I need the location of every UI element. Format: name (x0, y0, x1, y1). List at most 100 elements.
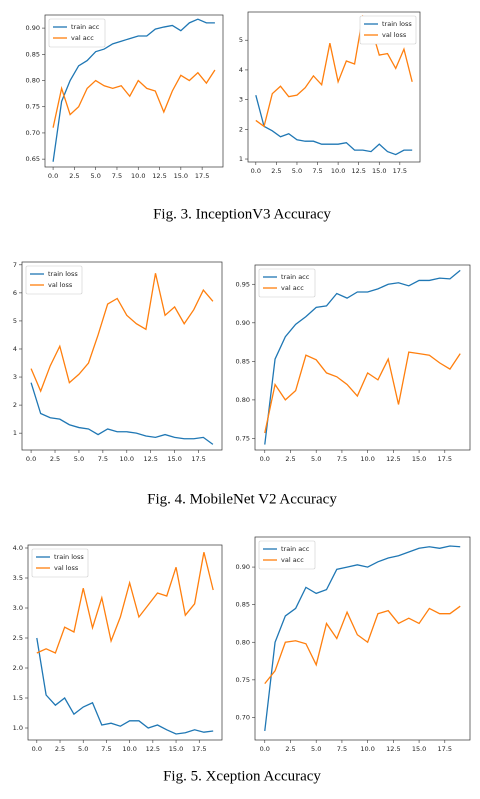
x-tick-label: 15.0 (169, 745, 183, 753)
legend-label: val acc (281, 284, 304, 292)
y-tick-label: 0.95 (236, 280, 250, 288)
legend-label: val loss (382, 31, 407, 39)
x-tick-label: 2.5 (69, 172, 79, 180)
x-tick-label: 5.0 (292, 167, 302, 175)
legend-label: val loss (48, 281, 73, 289)
caption: Fig. 3. InceptionV3 Accuracy (153, 206, 331, 222)
y-tick-label: 0.80 (236, 396, 250, 404)
x-tick-label: 15.0 (412, 455, 426, 463)
y-tick-label: 2 (239, 125, 243, 133)
series-line (36, 637, 214, 735)
y-tick-label: 0.70 (236, 713, 250, 721)
x-tick-label: 15.0 (412, 745, 426, 753)
series-line (30, 273, 214, 393)
x-tick-label: 0.0 (48, 172, 58, 180)
caption: Fig. 5. Xception Accuracy (163, 768, 321, 784)
series-line (36, 552, 214, 654)
series-line (52, 69, 216, 128)
y-tick-label: 7 (13, 261, 17, 269)
legend-box (25, 265, 83, 295)
legend-box (359, 15, 417, 45)
x-tick-label: 7.5 (337, 455, 347, 463)
x-tick-label: 2.5 (285, 745, 295, 753)
x-tick-label: 7.5 (312, 167, 322, 175)
series-line (30, 382, 214, 445)
y-tick-label: 4.0 (13, 544, 23, 552)
x-tick-label: 0.0 (260, 455, 270, 463)
x-tick-label: 12.5 (386, 745, 400, 753)
y-tick-label: 6 (13, 289, 17, 297)
x-tick-label: 7.5 (337, 745, 347, 753)
series-line (264, 605, 461, 685)
x-tick-label: 0.0 (251, 167, 261, 175)
x-tick-label: 0.0 (32, 745, 42, 753)
x-tick-label: 5.0 (311, 455, 321, 463)
y-tick-label: 0.75 (236, 434, 250, 442)
y-tick-label: 0.90 (236, 563, 250, 571)
y-tick-label: 0.80 (236, 638, 250, 646)
x-tick-label: 15.0 (174, 172, 188, 180)
legend-label: train loss (48, 270, 78, 278)
legend-box (258, 268, 316, 298)
series-line (52, 18, 215, 162)
legend-box (31, 548, 89, 578)
series-line (264, 351, 461, 434)
x-tick-label: 7.5 (98, 455, 108, 463)
y-tick-label: 0.80 (26, 77, 40, 85)
legend-box (258, 540, 316, 570)
x-tick-label: 0.0 (26, 455, 36, 463)
plot-frame (21, 261, 223, 451)
series-line (255, 14, 413, 128)
x-tick-label: 10.0 (360, 745, 374, 753)
x-tick-label: 12.5 (152, 172, 166, 180)
y-tick-label: 1.5 (13, 694, 23, 702)
y-tick-label: 5 (13, 317, 17, 325)
x-tick-label: 10.0 (122, 745, 136, 753)
x-tick-label: 17.5 (393, 167, 407, 175)
x-tick-label: 15.0 (372, 167, 386, 175)
x-tick-label: 12.5 (386, 455, 400, 463)
plot-frame (44, 14, 224, 168)
x-tick-label: 15.0 (167, 455, 181, 463)
x-tick-label: 5.0 (78, 745, 88, 753)
plot-frame (247, 11, 421, 163)
y-tick-label: 2.0 (13, 664, 23, 672)
y-tick-label: 3.5 (13, 574, 23, 582)
legend-label: train acc (281, 273, 310, 281)
x-tick-label: 2.5 (55, 745, 65, 753)
y-tick-label: 0.75 (236, 676, 250, 684)
plot-frame (254, 264, 471, 451)
y-tick-label: 0.75 (26, 103, 40, 111)
legend-label: val loss (54, 564, 79, 572)
x-tick-label: 12.5 (351, 167, 365, 175)
y-tick-label: 0.85 (236, 601, 250, 609)
y-tick-label: 4 (239, 66, 243, 74)
x-tick-label: 5.0 (74, 455, 84, 463)
x-tick-label: 10.0 (360, 455, 374, 463)
y-tick-label: 2 (13, 401, 17, 409)
legend-label: train acc (71, 23, 100, 31)
x-tick-label: 17.5 (191, 455, 205, 463)
y-tick-label: 4 (13, 345, 17, 353)
legend-label: val acc (281, 556, 304, 564)
series-line (255, 95, 413, 156)
x-tick-label: 17.5 (195, 172, 209, 180)
legend-label: train loss (382, 20, 412, 28)
x-tick-label: 2.5 (271, 167, 281, 175)
series-line (264, 545, 461, 732)
x-tick-label: 5.0 (311, 745, 321, 753)
x-tick-label: 10.0 (131, 172, 145, 180)
x-tick-label: 12.5 (143, 455, 157, 463)
legend-box (48, 18, 106, 48)
x-tick-label: 5.0 (91, 172, 101, 180)
y-tick-label: 1 (13, 429, 17, 437)
x-tick-label: 10.0 (331, 167, 345, 175)
legend-label: val acc (71, 34, 94, 42)
y-tick-label: 0.90 (26, 24, 40, 32)
y-tick-label: 3 (13, 373, 17, 381)
x-tick-label: 10.0 (120, 455, 134, 463)
y-tick-label: 0.85 (26, 50, 40, 58)
x-tick-label: 7.5 (112, 172, 122, 180)
x-tick-label: 7.5 (101, 745, 111, 753)
